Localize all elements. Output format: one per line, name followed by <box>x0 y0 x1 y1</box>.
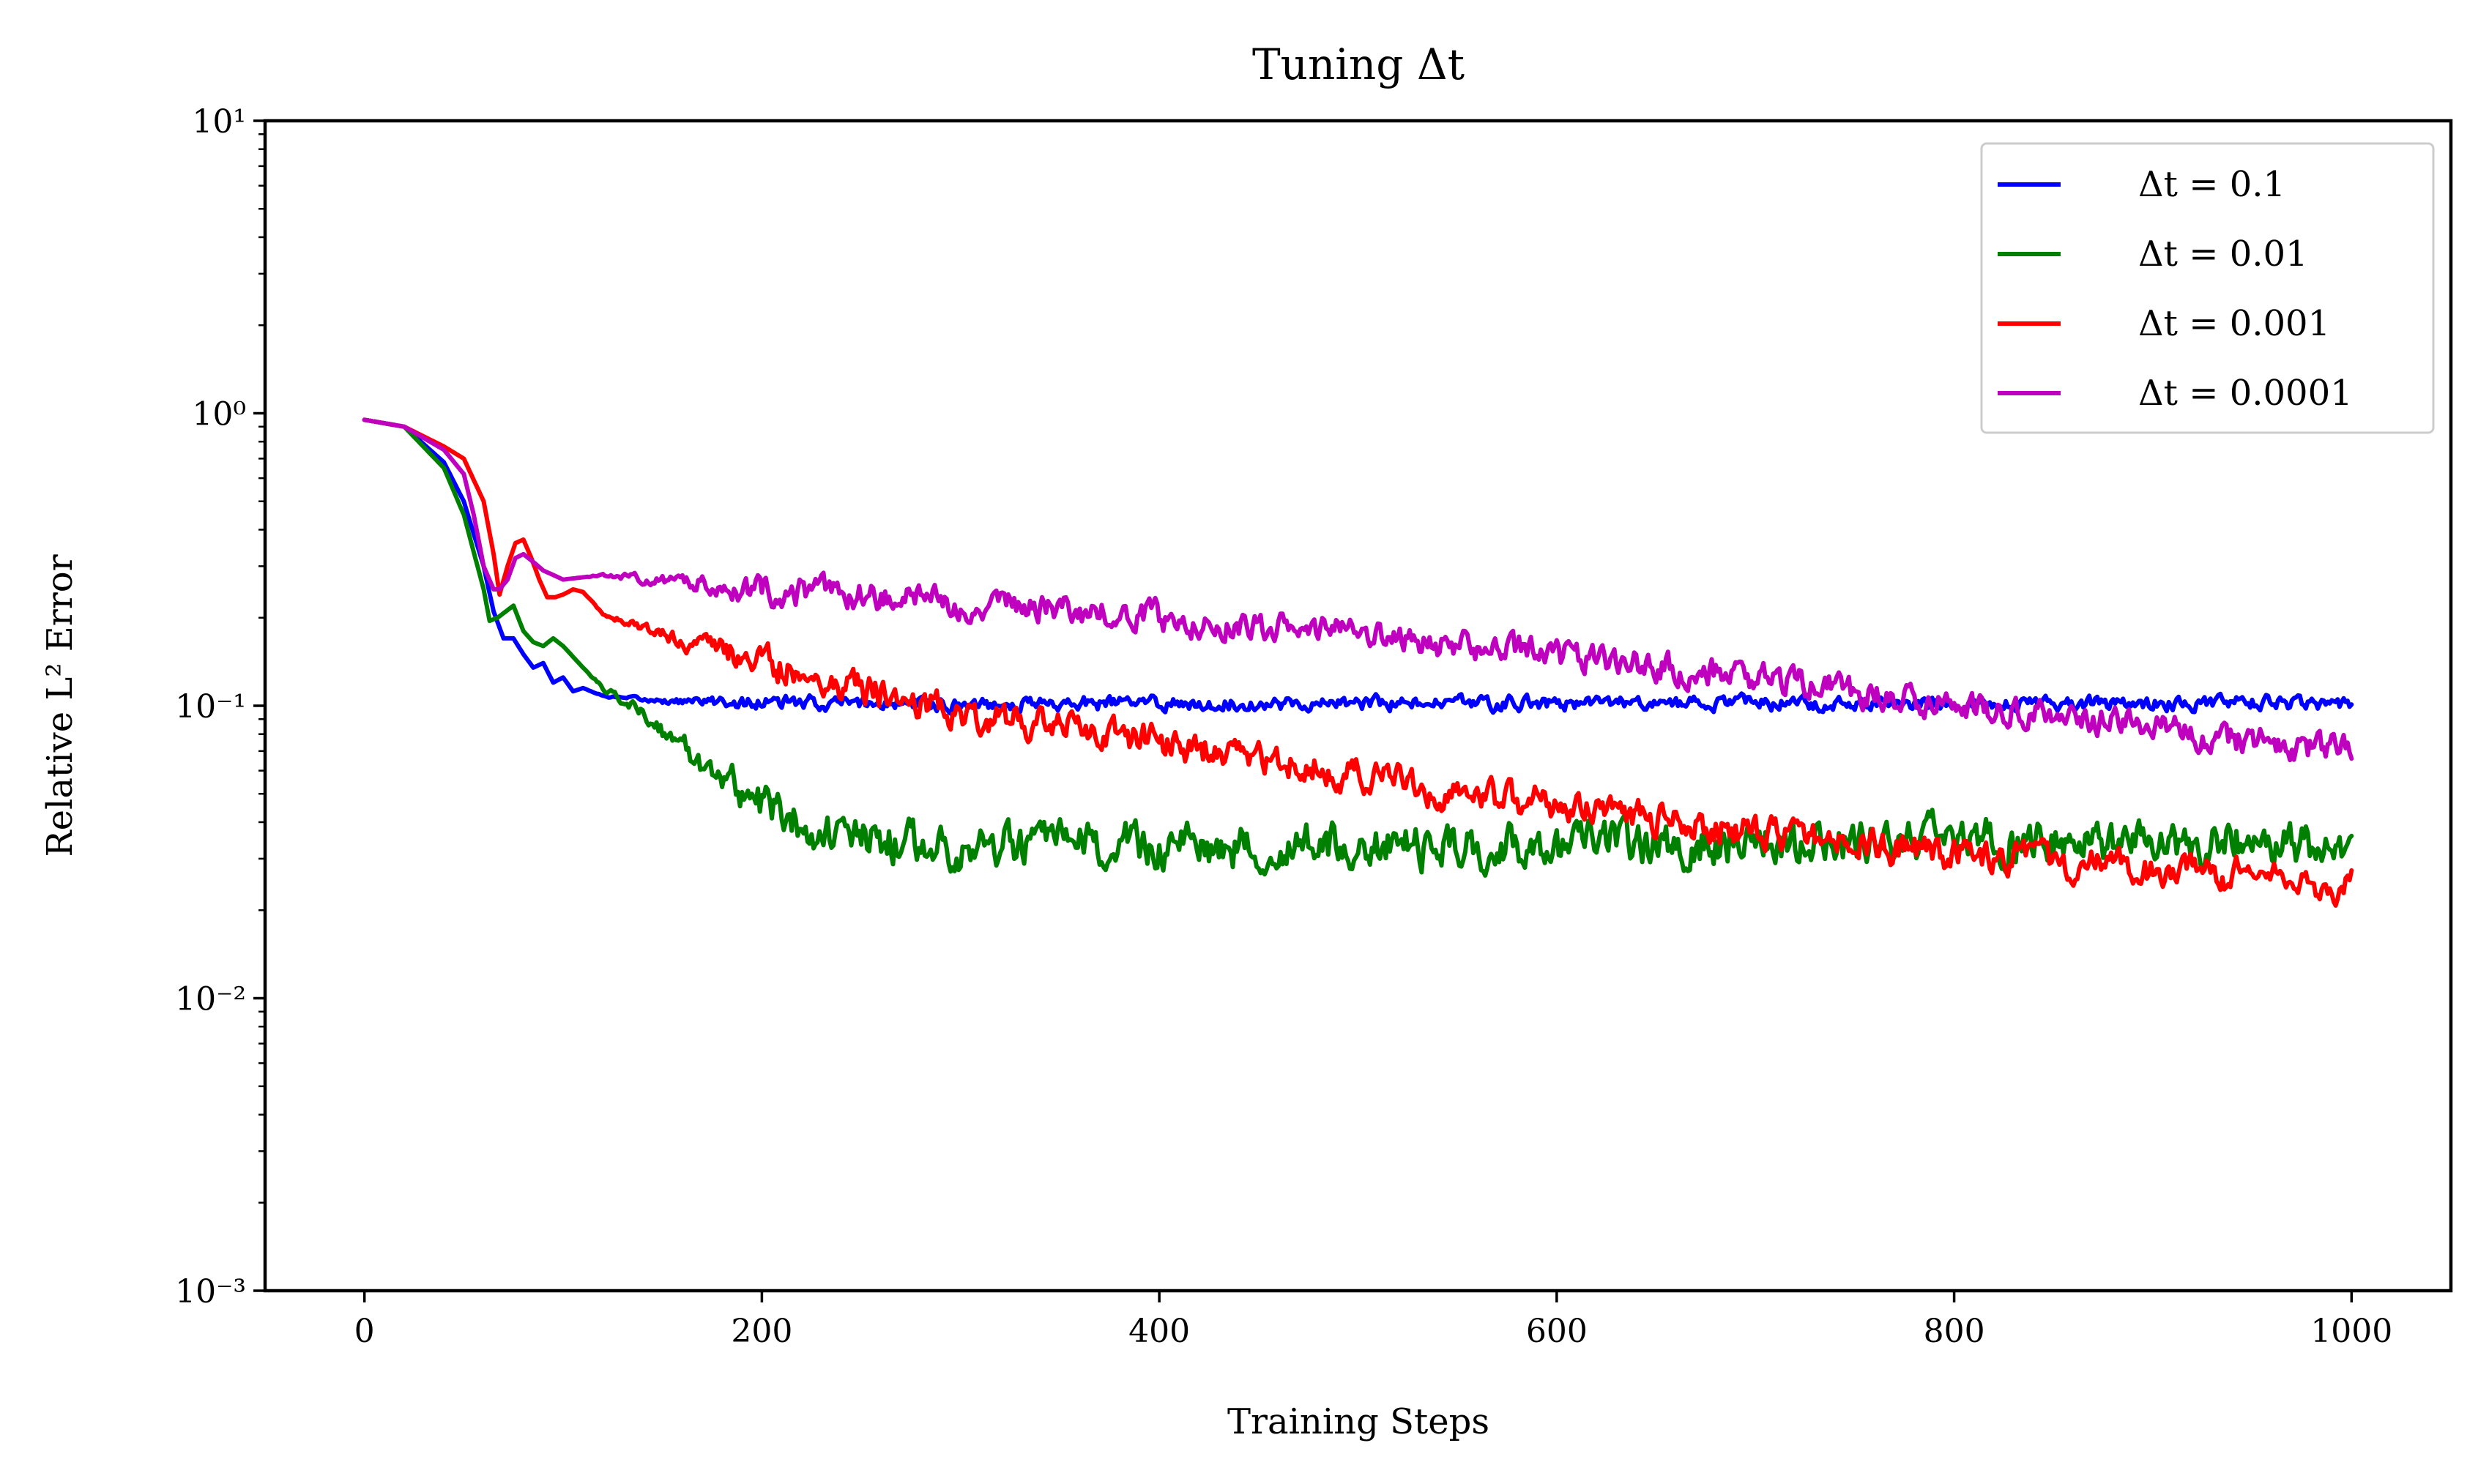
y-tick-label: 10¹ <box>192 103 246 141</box>
y-tick-label: 10⁰ <box>192 396 246 433</box>
x-axis-ticks: 0 200 400 600 800 1000 <box>354 1291 2392 1350</box>
x-tick-label: 1000 <box>2310 1313 2392 1350</box>
legend-label-3: Δt = 0.001 <box>2138 303 2330 344</box>
y-tick-label: 10⁻¹ <box>175 688 246 726</box>
legend-label-2: Δt = 0.01 <box>2138 234 2308 275</box>
plot-lines <box>362 417 2354 908</box>
legend-label-1: Δt = 0.1 <box>2138 164 2285 205</box>
x-axis-label: Training Steps <box>1227 1401 1489 1442</box>
x-tick-label: 0 <box>354 1313 375 1350</box>
x-tick-label: 400 <box>1128 1313 1190 1350</box>
chart-title: Tuning Δt <box>1252 40 1465 89</box>
x-tick-label: 600 <box>1526 1313 1588 1350</box>
legend: Δt = 0.1 Δt = 0.01 Δt = 0.001 Δt = 0.0001 <box>1980 142 2435 434</box>
y-axis-ticks: 10⁻³ 10⁻² 10⁻¹ 10⁰ 10¹ <box>175 103 265 1310</box>
y-tick-label: 10⁻² <box>175 981 246 1018</box>
series-line-4 <box>362 417 2354 763</box>
y-axis-label: Relative L² Error <box>40 554 81 857</box>
legend-box <box>1980 142 2435 434</box>
x-tick-label: 200 <box>731 1313 792 1350</box>
series-line-1 <box>362 417 2354 716</box>
y-tick-label: 10⁻³ <box>175 1273 246 1310</box>
legend-label-4: Δt = 0.0001 <box>2138 373 2353 414</box>
x-tick-label: 800 <box>1924 1313 1985 1350</box>
plot-area-frame <box>263 119 2453 1293</box>
series-line-3 <box>362 417 2354 908</box>
